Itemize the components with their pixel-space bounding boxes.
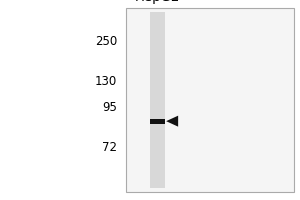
Text: 95: 95 [102,101,117,114]
Text: 130: 130 [95,75,117,88]
Bar [126,8,294,192]
Text: 250: 250 [95,35,117,48]
Text: HepG2: HepG2 [134,0,180,4]
Text: 72: 72 [102,141,117,154]
Bar [149,119,165,124]
Bar [149,12,165,188]
Polygon shape [166,116,178,127]
